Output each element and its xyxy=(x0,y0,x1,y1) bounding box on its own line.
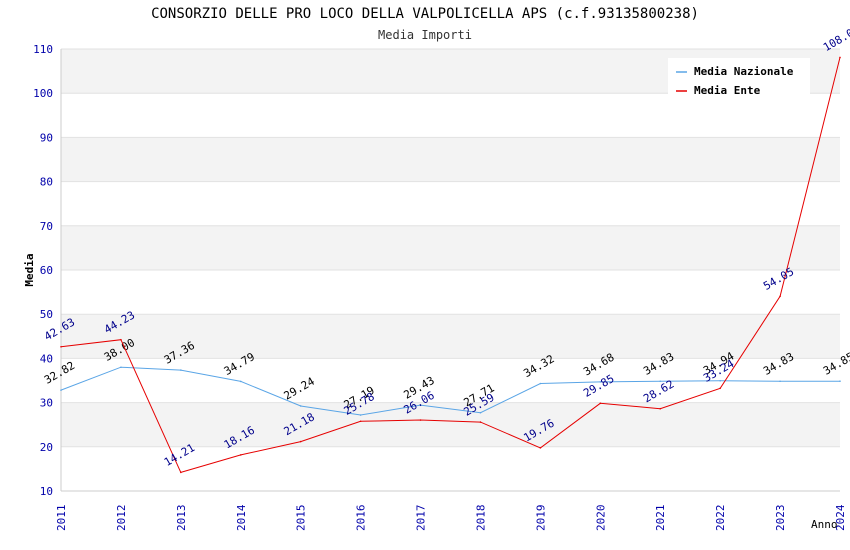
legend-label-ente: Media Ente xyxy=(694,84,761,97)
data-point xyxy=(839,56,841,59)
x-tick-label: 2024 xyxy=(834,504,847,531)
x-tick-label: 2016 xyxy=(355,505,368,532)
data-point xyxy=(120,366,122,369)
grid-band xyxy=(61,402,840,447)
x-tick-label: 2018 xyxy=(474,505,487,532)
x-axis-label: Anno xyxy=(811,518,838,531)
grid-band xyxy=(61,225,840,270)
data-point xyxy=(120,338,122,341)
x-tick-label: 2015 xyxy=(295,505,308,532)
data-point xyxy=(299,440,302,443)
y-tick-label: 50 xyxy=(40,308,53,321)
data-point xyxy=(719,379,721,382)
y-tick-label: 60 xyxy=(40,264,53,277)
data-label: 108.09 xyxy=(821,23,850,54)
x-tick-label: 2014 xyxy=(235,504,248,531)
y-tick-labels: 10 20 30 40 50 60 70 80 90 100 110 xyxy=(33,43,53,498)
grid-band xyxy=(61,137,840,182)
data-point xyxy=(779,380,781,383)
x-tick-label: 2013 xyxy=(175,505,188,532)
grid-band xyxy=(61,314,840,359)
data-point xyxy=(359,414,362,416)
x-tick-label: 2022 xyxy=(714,505,727,532)
data-point xyxy=(239,454,242,456)
x-tick-labels: 2011 2012 2013 2014 2015 2016 2017 2018 2019 2020… xyxy=(55,504,847,531)
grid-bands xyxy=(61,49,840,491)
data-point xyxy=(419,404,422,406)
x-tick-label: 2012 xyxy=(115,505,128,532)
y-tick-label: 80 xyxy=(40,176,53,189)
grid-band xyxy=(61,270,840,315)
data-point xyxy=(719,387,721,390)
chart-title: CONSORZIO DELLE PRO LOCO DELLA VALPOLICE… xyxy=(151,6,699,22)
y-tick-label: 100 xyxy=(33,87,53,100)
series-line-1 xyxy=(60,57,841,474)
series-line-0 xyxy=(60,366,841,416)
y-tick-label: 20 xyxy=(40,441,53,454)
grid-band xyxy=(61,93,840,138)
grid-band xyxy=(61,446,840,491)
data-point xyxy=(60,389,62,391)
data-point xyxy=(659,407,662,410)
y-tick-label: 110 xyxy=(33,43,53,56)
x-tick-label: 2019 xyxy=(534,505,547,532)
data-point xyxy=(539,447,542,449)
legend: Media Nazionale Media Ente xyxy=(668,58,810,97)
x-tick-label: 2011 xyxy=(55,505,68,532)
chart-subtitle: Media Importi xyxy=(378,28,472,42)
data-point xyxy=(180,369,182,371)
data-point xyxy=(779,295,781,298)
y-tick-label: 40 xyxy=(40,352,53,365)
legend-box xyxy=(668,58,810,96)
x-tick-label: 2017 xyxy=(415,505,428,532)
y-tick-label: 70 xyxy=(40,220,53,233)
data-point xyxy=(299,405,302,407)
data-point xyxy=(659,380,662,383)
data-point xyxy=(479,421,482,423)
data-point xyxy=(479,411,482,414)
data-point xyxy=(599,402,602,405)
data-point xyxy=(599,381,602,383)
y-tick-label: 90 xyxy=(40,131,53,144)
data-point xyxy=(180,471,182,474)
x-tick-label: 2023 xyxy=(774,505,787,532)
x-tick-label: 2021 xyxy=(654,505,667,532)
grid-band xyxy=(61,181,840,226)
x-tick-label: 2020 xyxy=(594,505,607,532)
data-point xyxy=(239,380,242,383)
y-tick-label: 10 xyxy=(40,485,53,498)
data-point xyxy=(539,382,542,385)
data-point xyxy=(839,380,841,382)
y-tick-label: 30 xyxy=(40,397,53,410)
legend-label-nazionale: Media Nazionale xyxy=(694,65,794,78)
data-point xyxy=(359,420,362,423)
y-axis-label: Media xyxy=(23,253,36,286)
data-point xyxy=(60,345,62,348)
data-point xyxy=(419,419,422,421)
